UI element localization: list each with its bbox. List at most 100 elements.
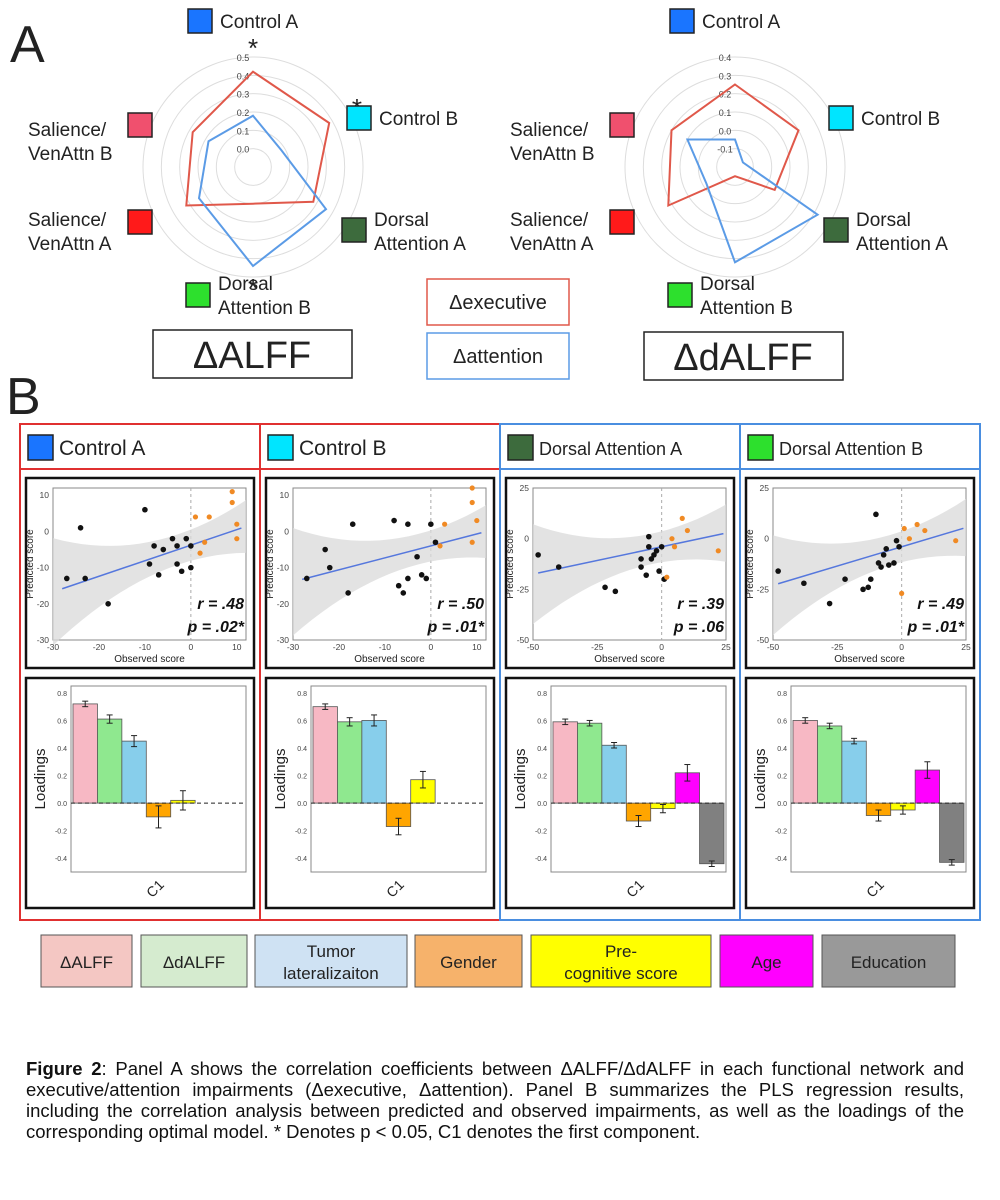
scatter-point [400, 590, 407, 596]
bar-legend-swatch [40, 934, 133, 988]
scatter-point [160, 546, 167, 553]
swatch-control-b [828, 105, 854, 131]
bar-y-tick: 0.0 [537, 801, 547, 808]
scatter-x-label: Observed score [354, 654, 425, 665]
bar-legend-swatch [254, 934, 408, 988]
label-control-b: Control B [379, 109, 458, 130]
bar [552, 721, 578, 804]
scatter-point-highlight [469, 539, 475, 545]
label-control-a: Control A [220, 12, 298, 33]
swatch-control-a [187, 8, 213, 34]
bar-legend-item: Education [821, 934, 956, 988]
scatter-point [891, 560, 897, 566]
scatter-point [880, 552, 887, 558]
radar-tick-label: 0.0 [237, 145, 250, 155]
legend-executive-label: Δexecutive [449, 292, 547, 314]
bar [72, 703, 98, 804]
radar-title-box-1 [152, 329, 353, 379]
figure-caption: Figure 2: Panel A shows the correlation … [26, 1058, 964, 1142]
scatter-point [63, 575, 70, 582]
bar-y-label: Loadings [752, 749, 769, 810]
radar-grid-ring [679, 111, 791, 223]
scatter-p-value: p = .02* [187, 619, 245, 636]
scatter-y-tick: -20 [37, 599, 50, 609]
scatter-point-highlight [669, 536, 675, 542]
scatter-point [174, 561, 180, 567]
radar-grid-ring [234, 148, 272, 186]
scatter-point [345, 590, 351, 596]
scatter-point [826, 600, 833, 607]
scatter-x-tick: 0 [659, 642, 664, 652]
bar-y-tick: 0.8 [537, 691, 547, 698]
swatch-control-a [669, 8, 695, 34]
bar-y-tick: 0.4 [537, 746, 547, 753]
scatter-point [648, 556, 655, 562]
bar [792, 720, 818, 804]
radar-tick-label: 0.2 [719, 90, 732, 100]
scatter-x-tick: -50 [767, 642, 780, 652]
scatter-fit-line [537, 532, 724, 574]
radar-series-executive [185, 70, 331, 207]
bar-legend-label: Education [851, 953, 927, 972]
label-dorsal-a: Dorsal [856, 210, 911, 231]
label-salience-a: Salience/ [28, 210, 107, 231]
bar-y-tick: 0.0 [777, 801, 787, 808]
scatter-y-label: Predicted score [745, 529, 756, 599]
scatter-point [896, 543, 902, 550]
scatter-point [322, 546, 328, 553]
scatter-y-tick: -30 [277, 635, 290, 645]
scatter-point-highlight [922, 527, 928, 534]
scatter-y-tick: 10 [280, 490, 290, 500]
significance-marker: * [248, 273, 258, 303]
bar-legend-item: Gender [414, 934, 523, 988]
scatter-point [326, 564, 333, 571]
scatter-r-value: r = .49 [917, 596, 964, 613]
bar-y-tick: 0.8 [57, 691, 67, 698]
radar-series-attention [197, 114, 328, 268]
scatter-point [155, 572, 162, 578]
column-frame [739, 423, 981, 921]
bar-y-tick: 0.2 [537, 774, 547, 781]
label-dorsal-b: Dorsal [700, 274, 755, 295]
scatter-x-tick: -10 [379, 642, 392, 652]
swatch-salience-b [127, 112, 153, 138]
scatter-p-value: p = .06 [673, 619, 724, 636]
scatter-y-tick: -50 [517, 635, 530, 645]
scatter-y-tick: 10 [40, 490, 50, 500]
scatter-point [893, 537, 900, 544]
scatter-x-tick: 10 [472, 642, 482, 652]
radar-grid-ring [179, 93, 327, 241]
bar [939, 802, 965, 863]
bar-y-tick: 0.8 [297, 691, 307, 698]
radar-title-2: ΔdALFF [673, 337, 812, 379]
swatch-salience-b [609, 112, 635, 138]
radar-title-1: ΔALFF [193, 335, 311, 377]
bar-y-tick: 0.2 [297, 774, 307, 781]
scatter-confidence-band [533, 504, 726, 625]
scatter-point [555, 564, 562, 570]
scatter-x-tick: -25 [831, 642, 844, 652]
bar [817, 725, 843, 804]
swatch-dorsal-a [341, 217, 367, 243]
bar-legend-label: cognitive score [564, 964, 677, 983]
scatter-point [867, 576, 874, 582]
radar-tick-label: 0.0 [719, 126, 732, 136]
scatter-point [535, 552, 541, 558]
bar-legend-label: ΔALFF [60, 953, 113, 972]
label-control-a: Control A [702, 12, 780, 33]
scatter-point [77, 525, 84, 531]
scatter-r-value: r = .48 [197, 596, 244, 613]
scatter-point [82, 575, 88, 582]
scatter-y-tick: 25 [520, 483, 530, 493]
scatter-point [303, 575, 310, 582]
label-dorsal-a: Attention A [374, 234, 466, 255]
scatter-y-label: Predicted score [25, 529, 36, 599]
scatter-x-tick: -30 [47, 642, 60, 652]
bar-legend-item: ΔdALFF [140, 934, 248, 988]
bar-y-tick: 0.4 [297, 746, 307, 753]
bar [841, 740, 867, 804]
scatter-point-highlight [437, 543, 443, 549]
scatter-point [775, 568, 781, 574]
scatter-point [405, 575, 411, 582]
label-dorsal-b: Attention B [218, 298, 311, 319]
